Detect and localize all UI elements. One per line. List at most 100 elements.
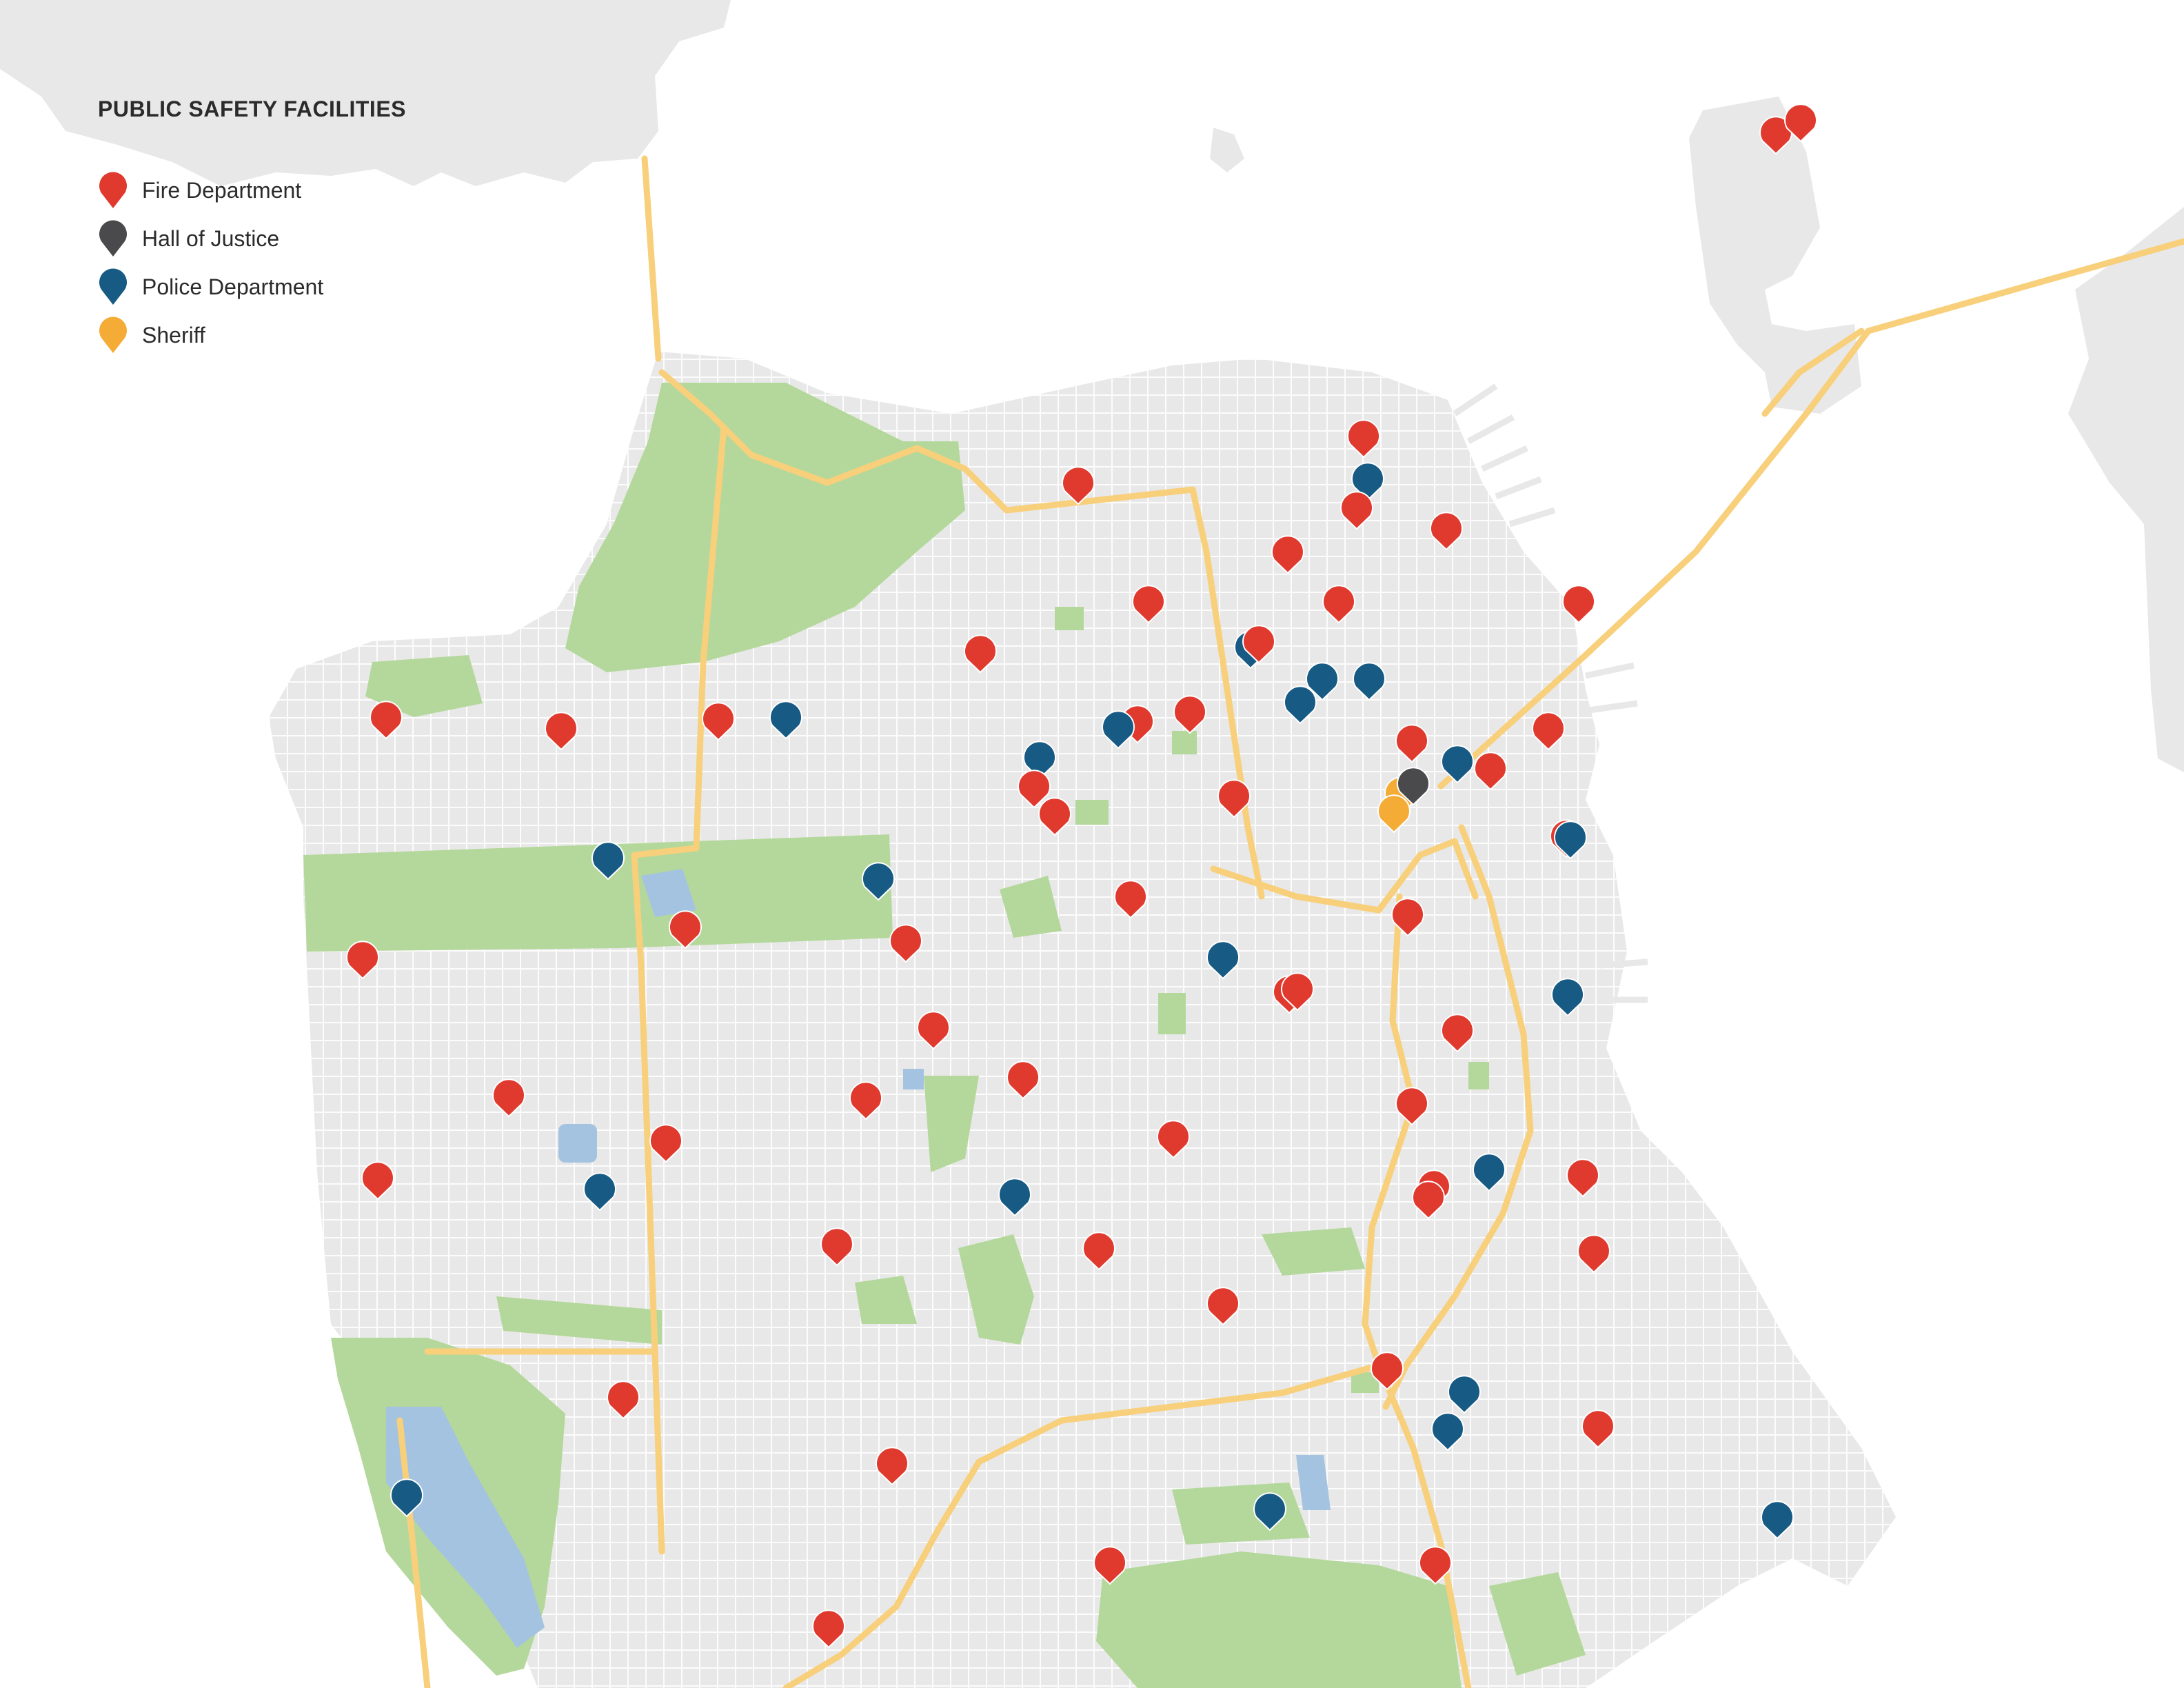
candlestick-park bbox=[1489, 1572, 1586, 1676]
fire-department-pin[interactable] bbox=[545, 712, 578, 751]
fire-department-pin[interactable] bbox=[361, 1161, 394, 1200]
fire-department-pin[interactable] bbox=[1412, 1180, 1445, 1220]
eastbay-landmass bbox=[2068, 207, 2184, 772]
sunset-park bbox=[496, 1296, 662, 1345]
fire-department-pin[interactable] bbox=[346, 941, 379, 980]
fire-department-pin[interactable] bbox=[1173, 695, 1206, 734]
fire-department-pin[interactable] bbox=[1474, 752, 1507, 791]
police-department-pin[interactable] bbox=[1448, 1375, 1481, 1414]
fire-department-pin[interactable] bbox=[1340, 491, 1373, 530]
police-department-pin[interactable] bbox=[592, 841, 625, 881]
fire-department-pin[interactable] bbox=[1395, 1087, 1428, 1126]
fire-department-pin[interactable] bbox=[1132, 585, 1165, 624]
lafayette-park bbox=[1055, 607, 1084, 630]
glen-canyon-park bbox=[958, 1234, 1034, 1345]
police-department-pin[interactable] bbox=[583, 1172, 616, 1212]
police-department-pin[interactable] bbox=[1102, 710, 1135, 750]
police-department-pin[interactable] bbox=[1473, 1153, 1506, 1192]
police-department-pin[interactable] bbox=[1431, 1412, 1464, 1451]
fire-department-pin[interactable] bbox=[1242, 625, 1275, 664]
sheriff-pin[interactable] bbox=[1377, 794, 1410, 834]
fire-department-pin[interactable] bbox=[1347, 419, 1380, 459]
fire-department-pin[interactable] bbox=[820, 1227, 853, 1267]
fire-department-pin[interactable] bbox=[1395, 724, 1428, 763]
police-department-pin[interactable] bbox=[1023, 741, 1056, 780]
police-department-pin[interactable] bbox=[1441, 745, 1474, 784]
fire-department-pin[interactable] bbox=[1430, 512, 1463, 551]
fire-department-pin[interactable] bbox=[1371, 1352, 1404, 1391]
twin-peaks-park bbox=[924, 1076, 979, 1172]
bernal-heights-park bbox=[1262, 1227, 1365, 1276]
hall-of-justice-pin[interactable] bbox=[1397, 767, 1430, 806]
fire-department-pin[interactable] bbox=[1114, 880, 1147, 919]
legend-item-sheriff: Sheriff bbox=[98, 311, 406, 359]
reservoir-twinpeaks bbox=[903, 1069, 924, 1089]
fire-department-pin[interactable] bbox=[1577, 1234, 1610, 1274]
legend-label-police: Police Department bbox=[142, 274, 324, 299]
police-department-pin[interactable] bbox=[769, 701, 802, 740]
police-department-pin[interactable] bbox=[1253, 1492, 1286, 1531]
police-department-pin[interactable] bbox=[1206, 941, 1240, 980]
fire-department-pin[interactable] bbox=[1018, 770, 1051, 809]
fire-department-pin[interactable] bbox=[1581, 1409, 1615, 1449]
fire-department-pin[interactable] bbox=[370, 701, 403, 740]
fire-department-pin[interactable] bbox=[1093, 1546, 1126, 1585]
fire-department-pin[interactable] bbox=[889, 924, 922, 963]
fire-department-pin[interactable] bbox=[669, 910, 702, 950]
fire-department-pin[interactable] bbox=[1038, 797, 1071, 836]
fire-department-pin[interactable] bbox=[1566, 1158, 1599, 1198]
legend-label-sheriff: Sheriff bbox=[142, 322, 205, 348]
fire-department-pin[interactable] bbox=[649, 1124, 682, 1163]
fire-department-pin[interactable] bbox=[607, 1380, 640, 1420]
pine-lake bbox=[558, 1124, 597, 1163]
map-pin-icon bbox=[99, 316, 127, 353]
highways bbox=[396, 155, 2184, 1688]
fire-department-pin[interactable] bbox=[917, 1011, 950, 1050]
police-department-pin[interactable] bbox=[1551, 978, 1584, 1017]
fire-department-pin[interactable] bbox=[1532, 712, 1565, 751]
fire-department-pin[interactable] bbox=[492, 1078, 525, 1118]
police-department-pin[interactable] bbox=[1554, 821, 1587, 860]
police-department-pin[interactable] bbox=[1761, 1500, 1794, 1540]
alamo-square bbox=[1075, 800, 1109, 825]
presidio-park bbox=[565, 383, 965, 672]
fire-department-pin[interactable] bbox=[1562, 585, 1595, 624]
fire-department-pin[interactable] bbox=[1391, 898, 1424, 937]
fire-department-pin[interactable] bbox=[1784, 103, 1817, 143]
fire-department-pin[interactable] bbox=[1062, 466, 1095, 505]
police-department-pin[interactable] bbox=[1353, 662, 1386, 701]
mclaren-park bbox=[1096, 1551, 1462, 1688]
piers bbox=[1453, 383, 1648, 1003]
i280-southwest bbox=[782, 1362, 1382, 1688]
fire-department-pin[interactable] bbox=[702, 702, 735, 741]
fire-department-pin[interactable] bbox=[1322, 585, 1355, 624]
fire-department-pin[interactable] bbox=[1217, 779, 1251, 818]
sutro-park bbox=[365, 655, 483, 717]
fire-department-pin[interactable] bbox=[1281, 972, 1314, 1012]
fire-department-pin[interactable] bbox=[849, 1081, 882, 1121]
fire-department-pin[interactable] bbox=[1082, 1232, 1115, 1271]
stern-grove-park bbox=[1172, 1483, 1310, 1545]
police-department-pin[interactable] bbox=[390, 1478, 423, 1518]
fire-department-pin[interactable] bbox=[964, 634, 997, 674]
fire-department-pin[interactable] bbox=[1441, 1014, 1474, 1053]
map-pin-icon bbox=[99, 172, 127, 208]
police-department-pin[interactable] bbox=[1351, 462, 1384, 501]
fire-department-pin[interactable] bbox=[876, 1447, 909, 1486]
fire-department-pin[interactable] bbox=[1007, 1061, 1040, 1100]
fire-department-pin[interactable] bbox=[812, 1609, 845, 1649]
legend-title: PUBLIC SAFETY FACILITIES bbox=[98, 97, 406, 121]
police-department-pin[interactable] bbox=[862, 862, 895, 901]
fire-department-pin[interactable] bbox=[1419, 1546, 1452, 1585]
jefferson-square bbox=[1172, 731, 1197, 754]
highway-280 bbox=[1382, 824, 1534, 1410]
police-department-pin[interactable] bbox=[1284, 685, 1317, 725]
fire-department-pin[interactable] bbox=[1157, 1120, 1190, 1159]
police-department-pin[interactable] bbox=[998, 1178, 1031, 1217]
police-department-pin[interactable] bbox=[1306, 662, 1339, 701]
buena-vista-park bbox=[1000, 876, 1062, 938]
potrero-park bbox=[1468, 1062, 1489, 1089]
fire-department-pin[interactable] bbox=[1271, 535, 1304, 574]
highway-101-north bbox=[658, 369, 1265, 900]
fire-department-pin[interactable] bbox=[1206, 1287, 1240, 1326]
